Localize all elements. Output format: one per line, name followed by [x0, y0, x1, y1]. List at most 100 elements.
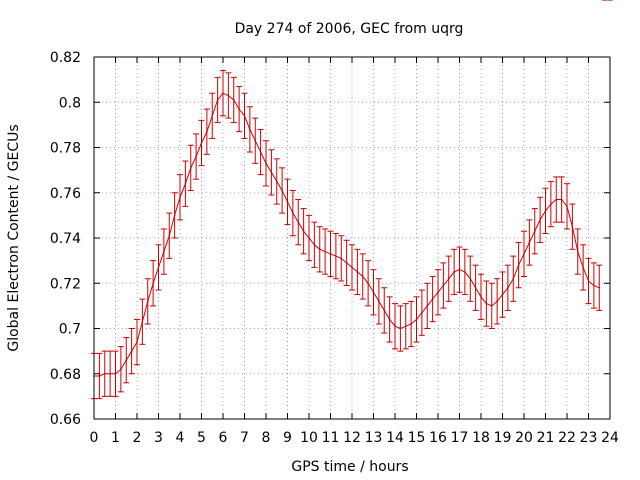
- data-point: [146, 300, 149, 303]
- data-point: [437, 291, 439, 294]
- data-point: [453, 271, 455, 273]
- data-point: [490, 305, 493, 307]
- data-point: [200, 142, 203, 144]
- data-point: [173, 214, 176, 217]
- data-point: [286, 201, 289, 203]
- error-bar: [472, 264, 479, 311]
- data-point: [227, 94, 230, 97]
- data-point: [297, 221, 300, 223]
- data-point: [141, 320, 144, 323]
- x-tick-label: 2: [133, 430, 142, 446]
- error-bar: [553, 176, 560, 223]
- error-bar: [322, 228, 329, 275]
- error-bar: [370, 269, 377, 316]
- error-bar: [338, 235, 345, 282]
- data-point: [302, 230, 305, 233]
- data-point: [125, 359, 128, 361]
- data-point: [335, 255, 337, 257]
- x-tick-label: 6: [219, 430, 228, 446]
- error-bar: [257, 128, 264, 176]
- data-point: [523, 253, 525, 255]
- data-point: [544, 210, 547, 212]
- error-bar: [155, 244, 162, 291]
- data-point: [184, 182, 187, 185]
- x-tick-label: 22: [558, 430, 576, 446]
- error-bar: [515, 242, 522, 289]
- error-bar: [300, 208, 307, 255]
- error-bar: [456, 246, 463, 293]
- error-bar: [252, 117, 259, 164]
- error-bar: [461, 248, 468, 296]
- data-point: [157, 266, 160, 269]
- error-bar: [547, 180, 554, 228]
- error-bar: [349, 244, 355, 291]
- error-bar: [343, 239, 350, 287]
- data-point: [103, 372, 106, 375]
- data-point: [550, 203, 552, 205]
- error-bar: [268, 149, 275, 196]
- data-point: [410, 323, 412, 325]
- data-point: [152, 282, 154, 285]
- data-point: [254, 139, 257, 142]
- data-point: [243, 115, 246, 117]
- x-tick-label: 10: [300, 430, 318, 446]
- data-point: [485, 302, 488, 305]
- chart-title: Day 274 of 2006, GEC from uqrg: [235, 21, 464, 37]
- x-tick-label: 8: [262, 430, 271, 446]
- error-bar: [483, 280, 490, 327]
- error-bar: [526, 219, 533, 266]
- data-point: [329, 253, 332, 255]
- data-point: [555, 198, 558, 201]
- data-point: [404, 325, 407, 328]
- data-point: [480, 296, 482, 298]
- error-bar: [182, 160, 189, 207]
- data-point: [598, 286, 601, 289]
- error-bar: [445, 255, 452, 302]
- data-point: [464, 271, 466, 273]
- data-point: [109, 372, 111, 375]
- data-point: [318, 248, 321, 251]
- data-point: [249, 128, 251, 131]
- y-tick-label: 0.82: [50, 50, 81, 66]
- data-point: [340, 257, 343, 260]
- data-point: [281, 189, 283, 192]
- error-bar: [580, 244, 587, 291]
- data-point: [189, 167, 192, 169]
- x-tick-label: 19: [494, 430, 512, 446]
- x-tick-label: 14: [386, 430, 404, 446]
- error-bar: [311, 221, 318, 268]
- data-point: [593, 284, 595, 287]
- data-point: [560, 198, 563, 201]
- y-tick-label: 0.8: [59, 95, 81, 111]
- error-bar: [150, 260, 157, 307]
- x-tick-label: 17: [451, 430, 469, 446]
- x-tick-label: 12: [343, 430, 361, 446]
- x-tick-label: 11: [322, 430, 340, 446]
- error-bar: [187, 144, 194, 191]
- error-bar: [327, 230, 334, 277]
- error-bar: [499, 271, 506, 318]
- data-point: [447, 277, 450, 280]
- error-bar: [101, 350, 108, 397]
- data-point: [383, 309, 386, 312]
- error-bar: [381, 287, 388, 334]
- data-point: [533, 230, 536, 233]
- error-bar: [209, 92, 216, 139]
- x-tick-label: 9: [283, 430, 292, 446]
- data-point: [211, 115, 214, 117]
- data-point: [275, 180, 278, 183]
- error-bar: [365, 260, 372, 307]
- grid: [94, 57, 610, 419]
- error-bar: [542, 187, 549, 234]
- data-point: [345, 262, 348, 264]
- error-bar: [354, 248, 361, 296]
- data-point: [163, 250, 165, 253]
- data-point: [265, 162, 267, 165]
- x-axis-label: GPS time / hours: [291, 459, 408, 475]
- data-point: [474, 286, 477, 289]
- data-point: [98, 375, 101, 377]
- error-bar: [225, 72, 232, 119]
- error-bar: [429, 275, 436, 323]
- error-bar: [198, 119, 205, 167]
- error-bar: [289, 189, 296, 237]
